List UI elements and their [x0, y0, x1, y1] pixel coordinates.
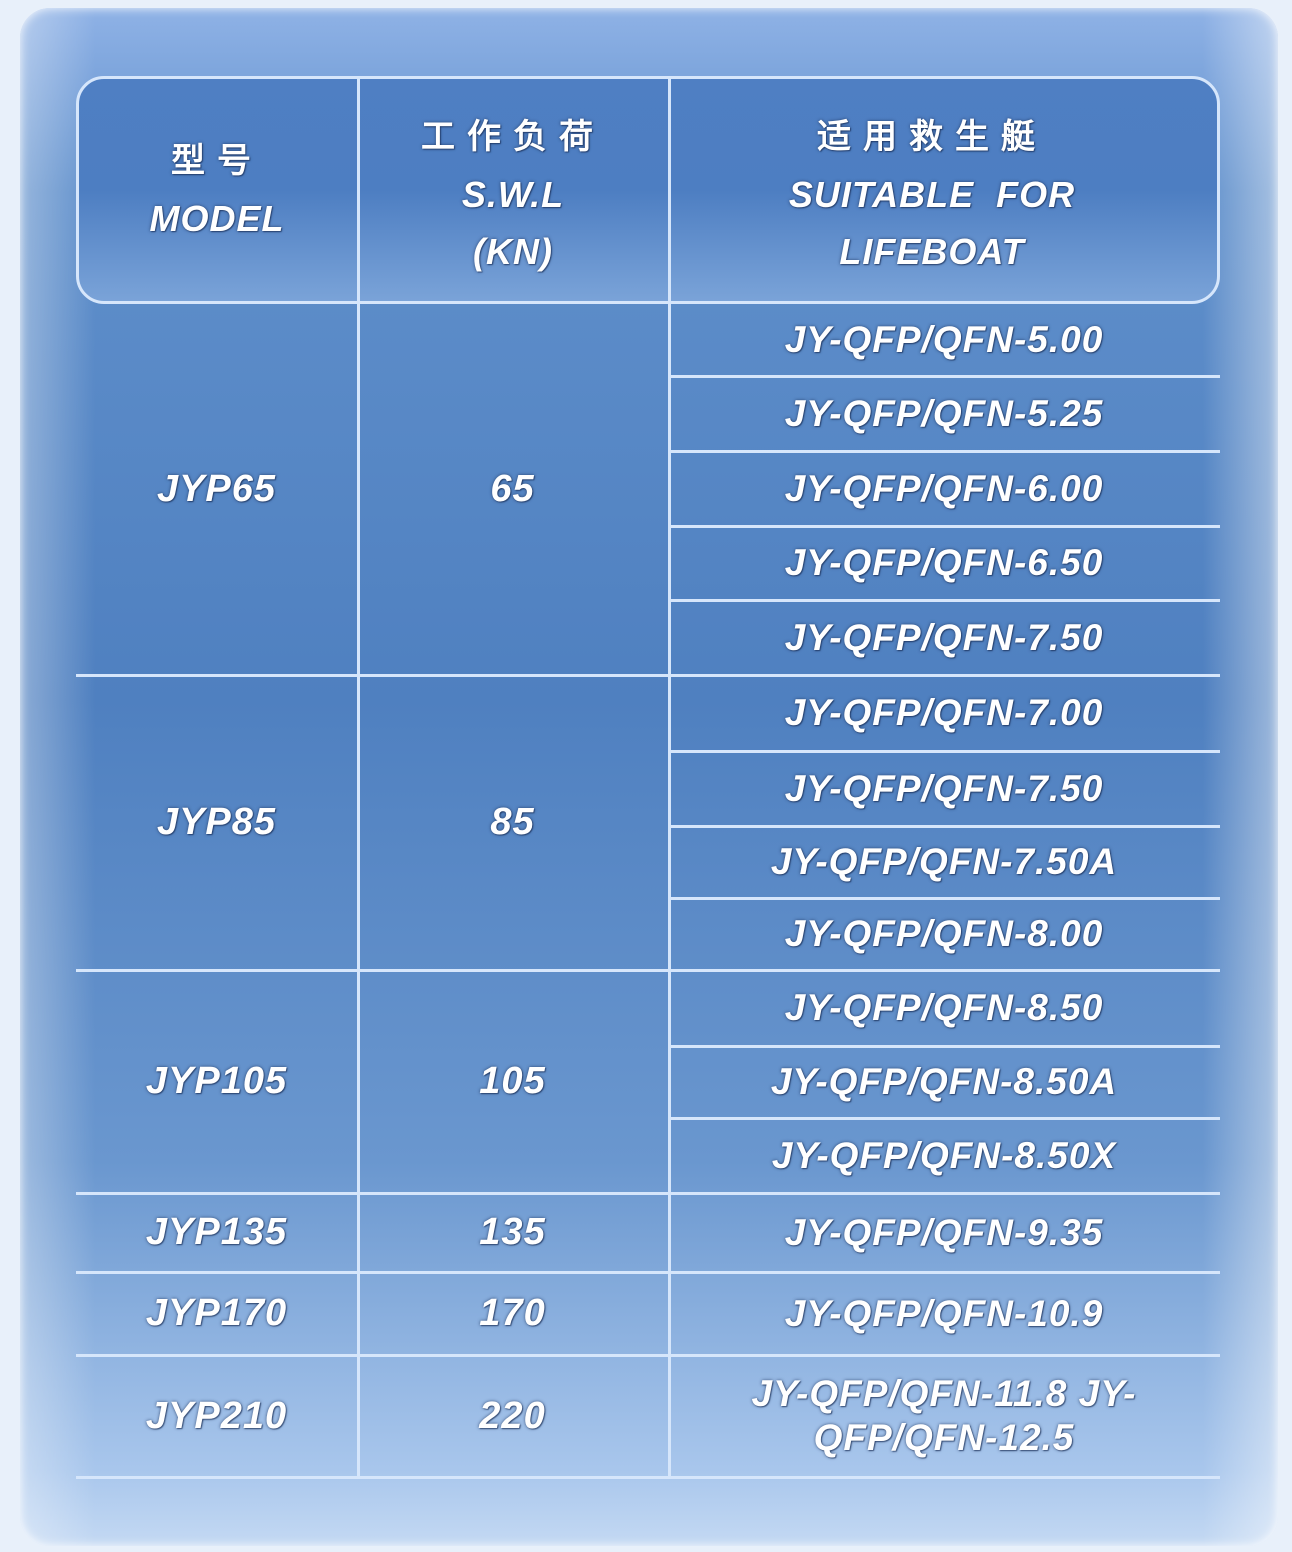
row-divider	[668, 450, 1220, 453]
lifeboat-cell: JY-QFP/QFN-5.00	[784, 318, 1104, 360]
lifeboat-cell: JY-QFP/QFN-5.25	[784, 392, 1104, 434]
group-divider	[76, 1476, 1220, 1479]
lifeboat-cell: JY-QFP/QFN-8.50X	[771, 1134, 1117, 1176]
group-divider	[76, 969, 1220, 972]
row-divider	[668, 525, 1220, 528]
model-cell: JYP65	[156, 467, 277, 510]
row-divider	[668, 825, 1220, 828]
header-lifeboat-en1: SUITABLE FOR	[788, 173, 1076, 215]
lifeboat-cell: JY-QFP/QFN-7.00	[784, 692, 1104, 733]
row-divider	[668, 897, 1220, 900]
lifeboat-cell: JY-QFP/QFN-8.50	[784, 987, 1104, 1028]
group-divider	[76, 1192, 1220, 1195]
lifeboat-cell: JY-QFP/QFN-11.8 JY-QFP/QFN-12.5	[751, 1373, 1137, 1458]
swl-cell: 170	[479, 1292, 546, 1334]
swl-cell: 65	[490, 467, 535, 510]
model-cell: JYP170	[145, 1292, 288, 1334]
row-divider	[668, 375, 1220, 378]
lifeboat-cell: JY-QFP/QFN-7.50	[784, 767, 1104, 809]
header-lifeboat-en2: LIFEBOAT	[839, 230, 1025, 272]
swl-cell: 85	[490, 801, 535, 843]
header-swl-en: S.W.L	[461, 173, 565, 215]
group-divider	[76, 674, 1220, 677]
model-cell: JYP105	[145, 1060, 288, 1102]
swl-cell: 135	[479, 1211, 546, 1253]
header-swl: 工作负荷 S.W.L (KN)	[358, 104, 668, 284]
lifeboat-cell: JY-QFP/QFN-9.35	[784, 1211, 1104, 1253]
header-swl-unit: (KN)	[473, 230, 553, 272]
swl-cell: 220	[479, 1394, 546, 1437]
swl-cell: 105	[479, 1060, 546, 1102]
group-divider	[76, 1271, 1220, 1274]
header-model-zh: 型号	[171, 142, 263, 180]
lifeboat-cell: JY-QFP/QFN-8.00	[784, 913, 1104, 954]
lifeboat-cell: JY-QFP/QFN-6.00	[784, 467, 1104, 509]
row-divider	[668, 1045, 1220, 1048]
model-cell: JYP85	[156, 801, 277, 843]
group-divider	[76, 1354, 1220, 1357]
header-model-en: MODEL	[149, 198, 285, 239]
column-divider	[668, 78, 671, 1477]
header-model: 型号 MODEL	[76, 100, 358, 280]
model-cell: JYP210	[145, 1394, 288, 1437]
header-swl-zh: 工作负荷	[421, 117, 605, 156]
row-divider	[668, 750, 1220, 753]
lifeboat-cell: JY-QFP/QFN-6.50	[784, 542, 1104, 583]
row-divider	[668, 1117, 1220, 1120]
lifeboat-cell: JY-QFP/QFN-8.50A	[770, 1061, 1118, 1102]
row-divider	[668, 599, 1220, 602]
lifeboat-cell: JY-QFP/QFN-10.9	[784, 1292, 1104, 1334]
lifeboat-cell: JY-QFP/QFN-7.50A	[770, 841, 1118, 882]
lifeboat-cell: JY-QFP/QFN-7.50	[784, 616, 1104, 658]
table-header	[76, 76, 1220, 304]
header-lifeboat-zh: 适用救生艇	[817, 117, 1047, 156]
header-lifeboat: 适用救生艇 SUITABLE FOR LIFEBOAT	[668, 104, 1196, 284]
column-divider	[357, 78, 360, 1477]
model-cell: JYP135	[145, 1211, 288, 1253]
